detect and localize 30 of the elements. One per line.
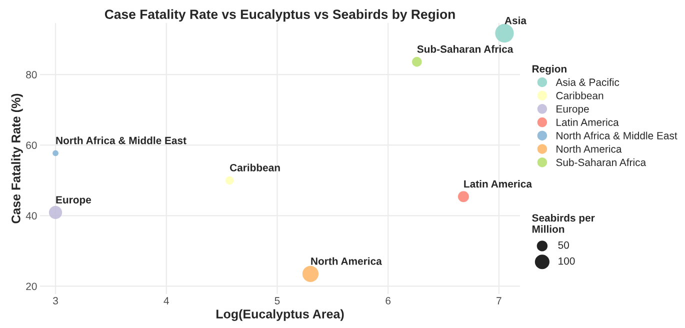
annotation: Latin America: [464, 180, 532, 188]
x-tick-label: 6: [386, 297, 391, 304]
annotation: Asia: [504, 16, 527, 24]
legend-label: Asia & Pacific: [556, 78, 620, 86]
y-tick-label: 40: [26, 212, 37, 220]
legend-label: Europe: [556, 105, 589, 115]
annotation: North America: [311, 257, 382, 265]
y-tick-label: 20: [26, 282, 37, 290]
legend-label: Sub-Saharan Africa: [556, 158, 646, 166]
x-axis-title: Log(Eucalyptus Area): [216, 309, 344, 321]
text: Seabirds per Million: [532, 214, 595, 233]
x-tick-label: 7: [496, 297, 502, 304]
annotation: Sub-Saharan Africa: [417, 45, 514, 53]
x-tick-label: 5: [274, 297, 280, 304]
x-tick-label: 4: [164, 297, 169, 304]
legend-label: Latin America: [556, 118, 619, 126]
legend-label: 100: [558, 257, 575, 265]
x-tick-label: 3: [53, 297, 58, 304]
legend-label: 50: [558, 241, 569, 249]
legend-label: North America: [556, 145, 622, 153]
annotation: North Africa & Middle East: [56, 136, 186, 144]
annotation: Europe: [56, 196, 92, 206]
legend-title: Region: [532, 64, 566, 75]
legend-label: Caribbean: [556, 92, 604, 100]
y-tick-label: 60: [26, 142, 37, 149]
chart-title: Case Fatality Rate vs Eucalyptus vs Seabirds by Region: [104, 9, 455, 22]
y-axis-title: Case Fatality Rate (%): [11, 94, 23, 224]
annotation: Caribbean: [230, 164, 280, 172]
y-tick-label: 80: [26, 71, 37, 78]
legend-label: North Africa & Middle East: [556, 132, 678, 140]
